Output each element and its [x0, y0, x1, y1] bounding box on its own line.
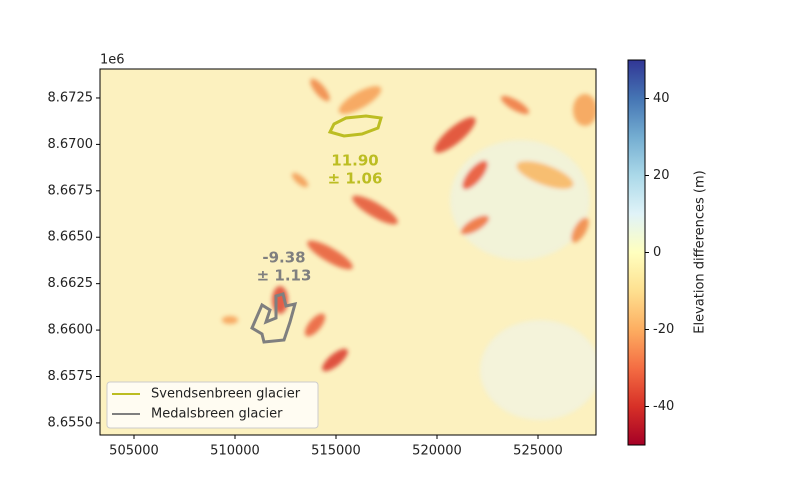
y-offset-label: 1e6	[100, 53, 125, 68]
axes-frame	[99, 68, 597, 436]
y-tick-label: 8.6625	[48, 276, 94, 291]
colorbar	[627, 59, 646, 446]
annotation: -9.38	[262, 249, 305, 267]
raster	[100, 69, 596, 435]
colorbar-label: Elevation differences (m)	[693, 170, 708, 334]
y-tick-label: 8.6650	[48, 230, 94, 245]
x-tick-label: 520000	[412, 444, 462, 459]
x-tick-label: 510000	[210, 444, 260, 459]
medalsbreen-outline	[250, 292, 298, 344]
y-tick-label: 8.6675	[48, 183, 94, 198]
colorbar-tick-label: 0	[653, 245, 661, 260]
x-tick-label: 525000	[513, 444, 563, 459]
x-tick-label: 505000	[109, 444, 159, 459]
colorbar-tick-label: 40	[653, 91, 670, 106]
legend-box	[106, 381, 319, 429]
colorbar-tick-label: -20	[653, 322, 674, 337]
y-tick-label: 8.6575	[48, 369, 94, 384]
colorbar-tick-label: 20	[653, 168, 670, 183]
annotation: ± 1.06	[328, 170, 383, 188]
y-tick-label: 8.6725	[48, 90, 94, 105]
colorbar-tick-label: -40	[653, 399, 674, 414]
annotation: 11.90	[331, 152, 378, 170]
legend-label: Medalsbreen glacier	[151, 407, 283, 422]
y-tick-label: 8.6600	[48, 323, 94, 338]
annotation: ± 1.13	[257, 267, 312, 285]
y-tick-label: 8.6700	[48, 137, 94, 152]
y-tick-label: 8.6550	[48, 415, 94, 430]
svendsenbreen-outline	[327, 114, 383, 138]
legend	[106, 381, 319, 429]
x-tick-label: 515000	[311, 444, 361, 459]
legend-label: Svendsenbreen glacier	[151, 387, 301, 402]
